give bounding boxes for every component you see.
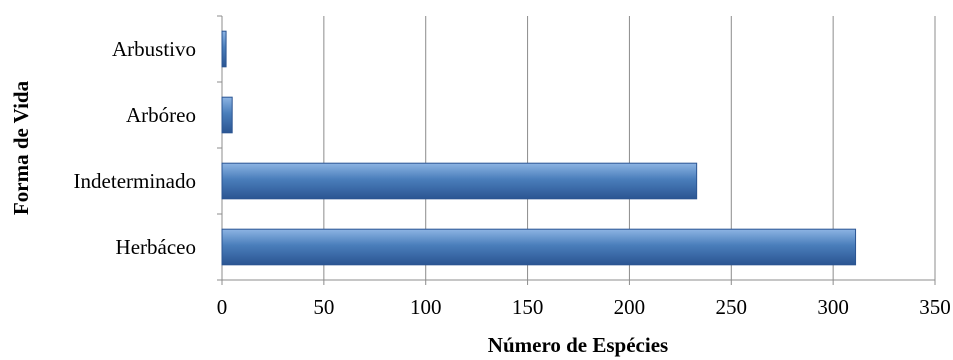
x-tick-label: 200 bbox=[614, 295, 646, 319]
category-label: Herbáceo bbox=[116, 235, 196, 259]
bar-arbustivo bbox=[221, 30, 227, 68]
category-labels: Arbustivo Arbóreo Indeterminado Herbáceo bbox=[74, 37, 196, 259]
x-tick-label: 150 bbox=[512, 295, 544, 319]
y-axis-title: Forma de Vida bbox=[9, 80, 33, 215]
bars bbox=[221, 30, 857, 266]
bar-indeterminado bbox=[221, 162, 698, 200]
x-axis-title: Número de Espécies bbox=[488, 333, 668, 357]
x-tick-labels: 0 50 100 150 200 250 300 350 bbox=[217, 295, 951, 319]
bar-arbóreo bbox=[221, 96, 233, 134]
x-tick-label: 350 bbox=[919, 295, 951, 319]
gridlines bbox=[323, 16, 936, 280]
category-label: Arbóreo bbox=[126, 103, 196, 127]
x-tick-label: 0 bbox=[217, 295, 228, 319]
x-tick-label: 300 bbox=[817, 295, 849, 319]
bar-herbáceo bbox=[221, 228, 857, 266]
x-tick-label: 100 bbox=[410, 295, 442, 319]
category-label: Indeterminado bbox=[74, 169, 196, 193]
category-label: Arbustivo bbox=[112, 37, 196, 61]
x-tick-label: 250 bbox=[716, 295, 748, 319]
x-tick-label: 50 bbox=[313, 295, 334, 319]
